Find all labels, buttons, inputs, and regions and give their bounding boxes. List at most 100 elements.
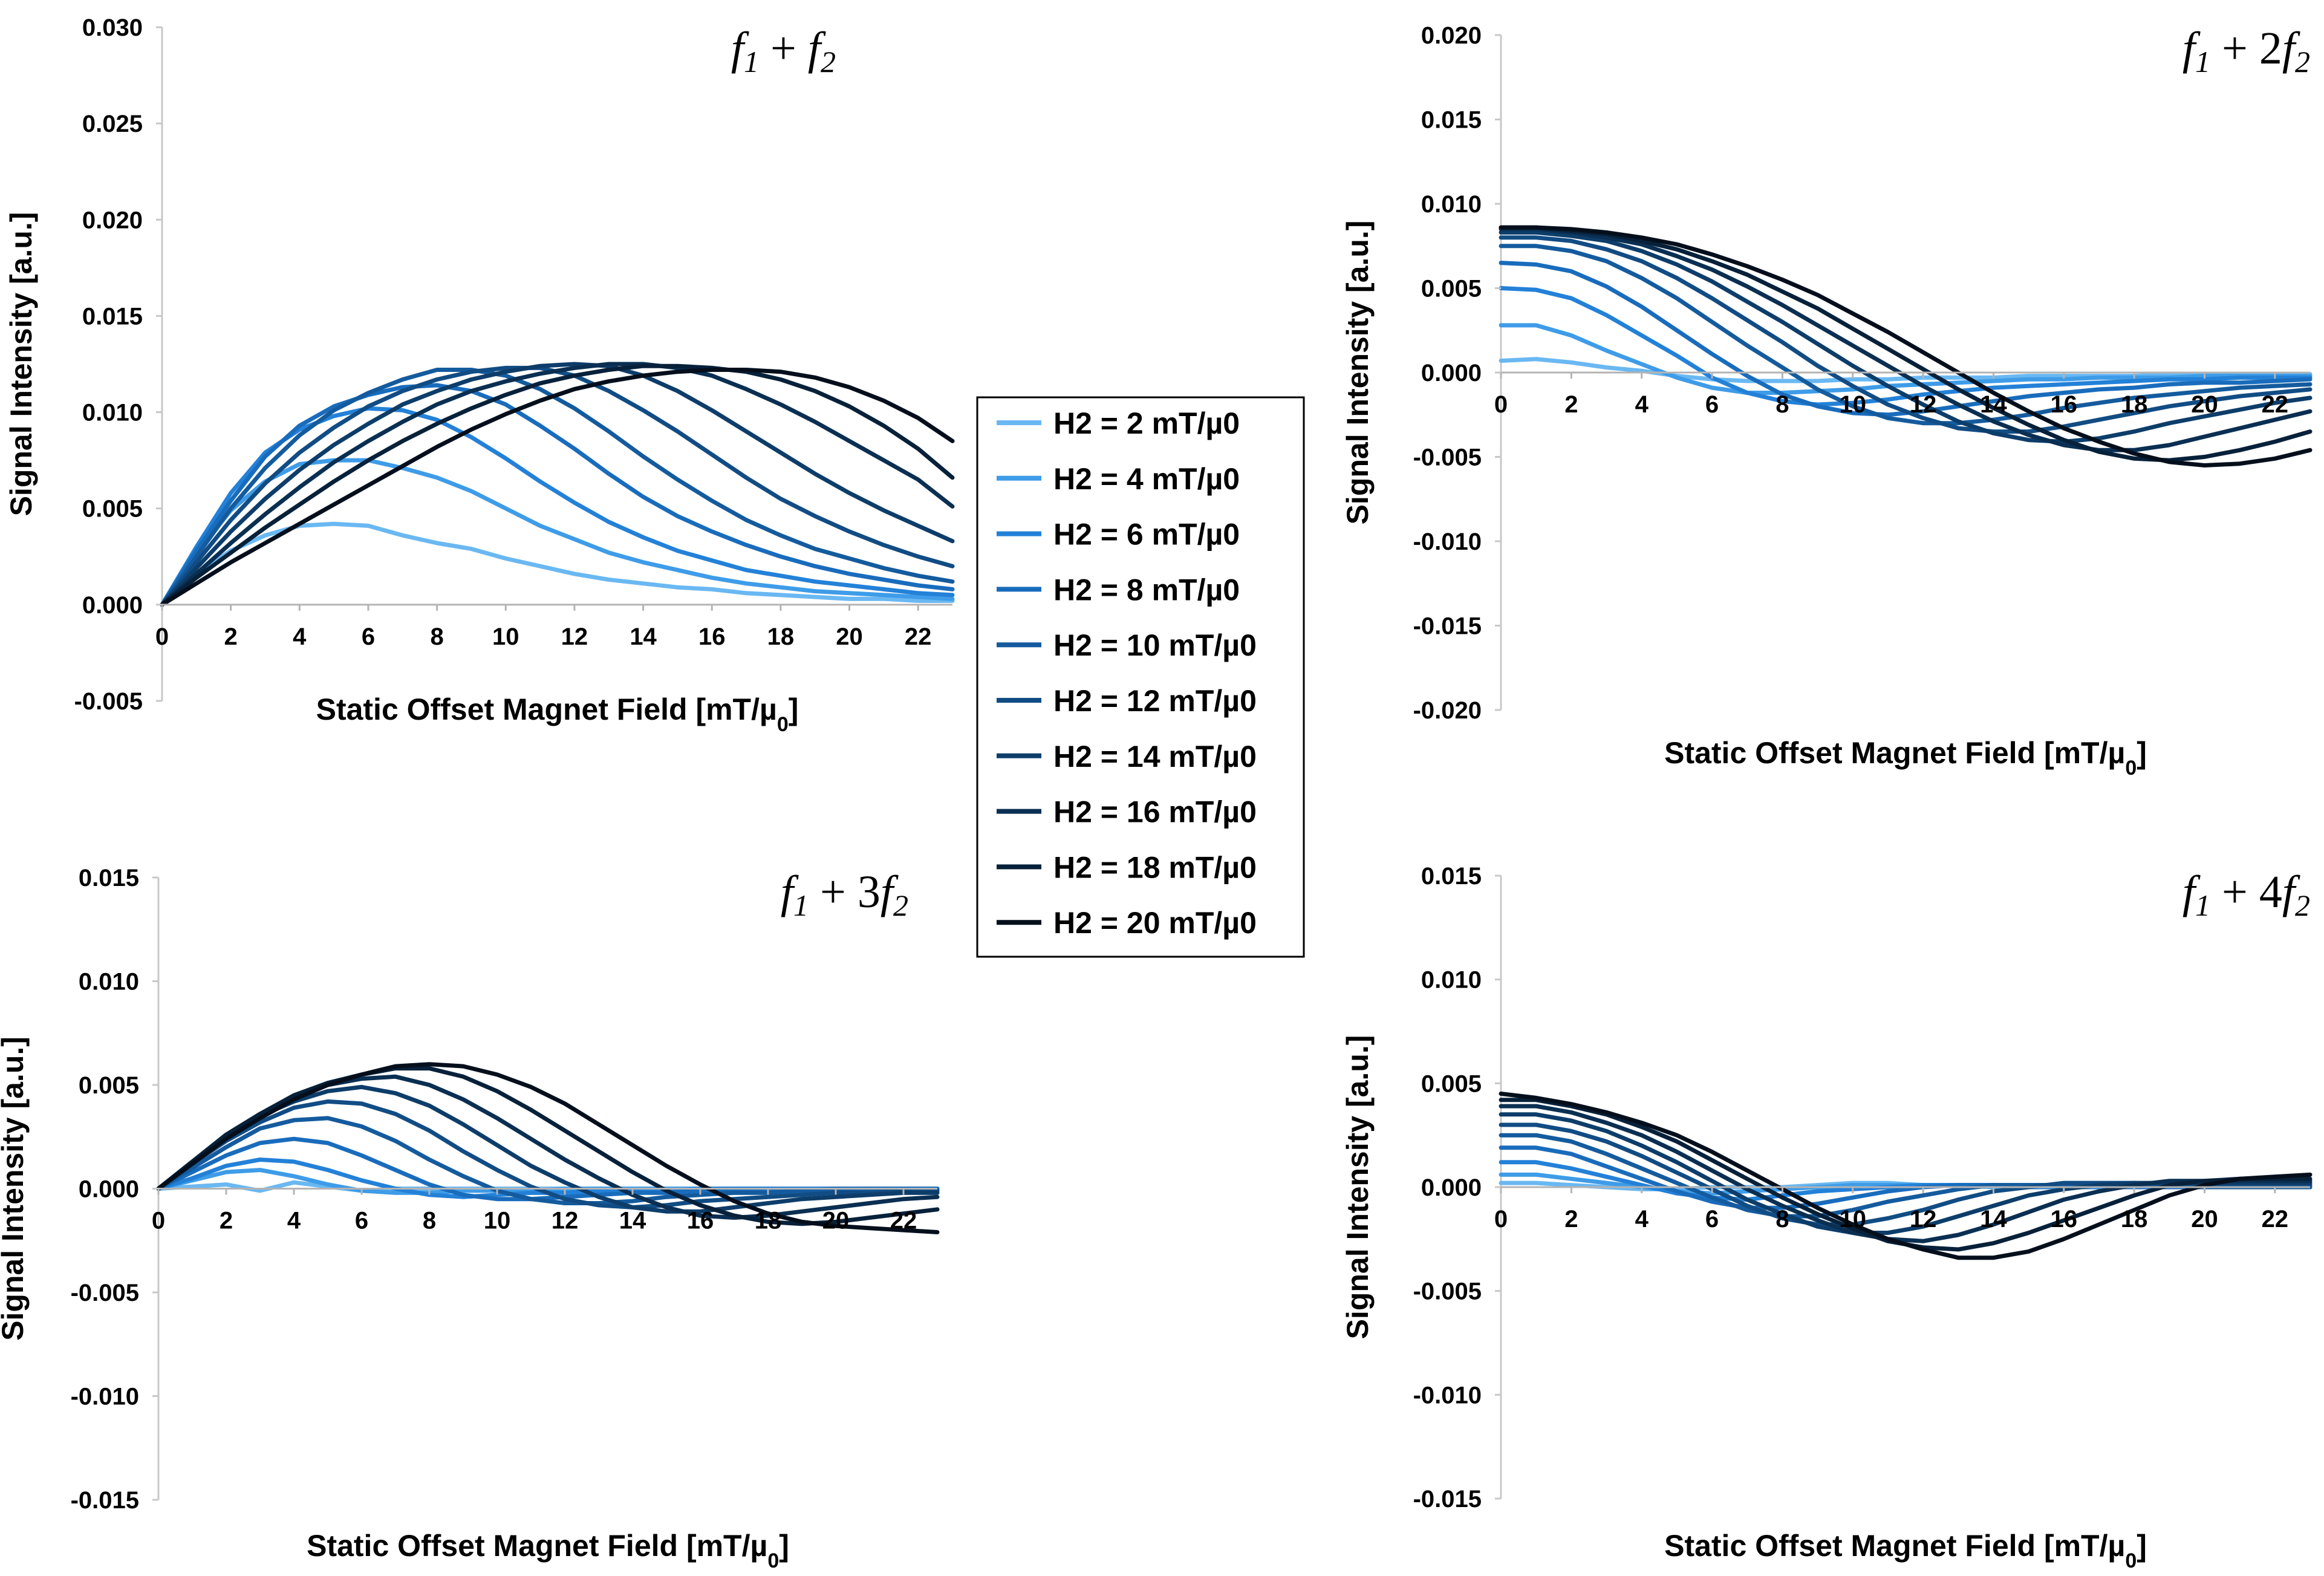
y-tick-label: 0.005 — [79, 1072, 139, 1099]
series-line-10 — [160, 368, 955, 607]
panel-1: -0.005 0.000 0.005 0.010 0.015 0.020 0.025 0.03… — [4, 15, 955, 736]
x-tick-label: 4 — [1635, 391, 1649, 418]
series-line-8 — [1499, 1104, 2313, 1243]
y-axis-label: Signal Intensity [a.u.] — [0, 1037, 30, 1341]
x-tick-label: 8 — [1776, 1206, 1789, 1232]
y-tick-label: -0.005 — [71, 1280, 139, 1306]
y-tick-label: 0.005 — [1421, 276, 1482, 302]
x-tick-label: 10 — [492, 624, 519, 650]
x-tick-label: 2 — [220, 1208, 233, 1234]
chart-panels: -0.005 0.000 0.005 0.010 0.015 0.020 0.025 0.03… — [0, 15, 2313, 1572]
legend: H2 = 2 mT/µ0 H2 = 4 mT/µ0 H2 = 6 mT/µ0 H2 =… — [976, 396, 1305, 958]
x-tick-label: 2 — [224, 624, 238, 650]
x-tick-label: 16 — [2051, 1206, 2078, 1232]
x-tick-label: 18 — [2121, 391, 2148, 418]
x-tick-label: 22 — [2262, 1206, 2289, 1232]
y-tick-label: -0.020 — [1413, 697, 1482, 724]
y-tick-label: 0.020 — [1421, 22, 1482, 49]
legend-box — [976, 396, 1305, 958]
y-tick-label: 0.000 — [1421, 360, 1482, 386]
series-line-9 — [1499, 225, 2313, 463]
legend-label-7: H2 = 14 mT/µ0 — [1053, 740, 1257, 773]
y-tick-label: 0.020 — [82, 207, 143, 233]
x-tick-label: 0 — [152, 1208, 165, 1234]
panel-3: -0.015 -0.010 -0.005 0.000 0.005 0.010 0.015 0 2… — [0, 865, 940, 1572]
series-line-10 — [156, 1062, 940, 1234]
y-tick-label: -0.015 — [71, 1487, 139, 1514]
x-tick-label: 2 — [1564, 391, 1578, 418]
legend-label-10: H2 = 20 mT/µ0 — [1053, 906, 1257, 940]
series-line-7 — [1499, 230, 2313, 444]
y-tick-label: 0.030 — [82, 15, 143, 41]
y-tick-label: 0.025 — [82, 111, 143, 137]
legend-label-6: H2 = 12 mT/µ0 — [1053, 684, 1257, 718]
x-tick-label: 22 — [905, 624, 932, 650]
y-tick-label: 0.005 — [82, 496, 143, 523]
x-tick-label: 20 — [822, 1208, 850, 1234]
legend-items: H2 = 2 mT/µ0 H2 = 4 mT/µ0 H2 = 6 mT/µ0 H2 =… — [997, 406, 1257, 940]
x-tick-label: 10 — [1839, 1206, 1866, 1232]
series-line-7 — [160, 362, 955, 607]
series-line-10 — [1499, 225, 2313, 467]
x-axis-label: Static Offset Magnet Field [mT/µ0] — [1664, 736, 2147, 780]
legend-label-9: H2 = 18 mT/µ0 — [1053, 850, 1257, 884]
legend-label-8: H2 = 16 mT/µ0 — [1053, 795, 1257, 829]
x-tick-label: 20 — [2191, 1206, 2218, 1232]
x-tick-label: 6 — [362, 624, 375, 650]
legend-label-2: H2 = 4 mT/µ0 — [1053, 462, 1240, 496]
x-tick-label: 6 — [1705, 1206, 1719, 1232]
panel-4: -0.015 -0.010 -0.005 0.000 0.005 0.010 0.015 0 2… — [1341, 863, 2313, 1572]
y-tick-label: -0.010 — [1413, 529, 1482, 555]
legend-label-4: H2 = 8 mT/µ0 — [1053, 573, 1240, 607]
y-tick-label: 0.015 — [1421, 107, 1482, 134]
legend-label-3: H2 = 6 mT/µ0 — [1053, 518, 1240, 552]
legend-label-5: H2 = 10 mT/µ0 — [1053, 628, 1257, 662]
x-tick-label: 2 — [1564, 1206, 1578, 1232]
y-tick-label: 0.005 — [1421, 1070, 1482, 1097]
x-tick-label: 4 — [287, 1208, 301, 1234]
x-tick-label: 12 — [561, 624, 588, 650]
y-tick-label: 0.015 — [79, 865, 139, 891]
series-line-8 — [160, 362, 955, 607]
y-tick-label: 0.010 — [1421, 967, 1482, 994]
x-axis-label: Static Offset Magnet Field [mT/µ0] — [316, 692, 799, 736]
panel-title: f1 + f2 — [731, 23, 836, 79]
x-tick-label: 12 — [1910, 1206, 1937, 1232]
y-tick-label: -0.005 — [74, 688, 143, 715]
series-line-1 — [1499, 357, 2313, 383]
y-tick-label: -0.015 — [1413, 1486, 1482, 1513]
y-tick-label: 0.015 — [82, 303, 143, 330]
series-line-5 — [156, 1116, 940, 1205]
series-line-8 — [1499, 227, 2313, 452]
x-tick-label: 8 — [1776, 391, 1789, 418]
x-tick-label: 4 — [1635, 1206, 1649, 1232]
x-tick-label: 8 — [430, 624, 443, 650]
series-line-5 — [1499, 244, 2313, 426]
x-axis-label: Static Offset Magnet Field [mT/µ0] — [1664, 1529, 2147, 1572]
y-tick-label: 0.000 — [1421, 1174, 1482, 1201]
series-line-6 — [156, 1099, 940, 1210]
x-tick-label: 14 — [619, 1208, 646, 1234]
y-axis-label: Signal Intensity [a.u.] — [1341, 221, 1375, 525]
y-tick-label: -0.015 — [1413, 613, 1482, 640]
x-tick-label: 16 — [698, 624, 726, 650]
y-tick-label: -0.010 — [71, 1384, 139, 1410]
x-tick-label: 14 — [630, 624, 657, 650]
series-line-9 — [160, 363, 955, 607]
x-tick-label: 16 — [2051, 391, 2078, 418]
x-tick-label: 8 — [423, 1208, 436, 1234]
series-line-9 — [1499, 1098, 2313, 1252]
x-tick-label: 0 — [1494, 391, 1508, 418]
series-line-10 — [1499, 1092, 2313, 1260]
x-tick-label: 20 — [836, 624, 863, 650]
y-tick-label: 0.015 — [1421, 863, 1482, 890]
x-tick-label: 4 — [293, 624, 307, 650]
panel-title: f1 + 4f2 — [2182, 867, 2310, 922]
y-axis-label: Signal Intensity [a.u.] — [4, 212, 38, 516]
y-tick-label: 0.000 — [79, 1176, 139, 1203]
legend-label-1: H2 = 2 mT/µ0 — [1053, 406, 1240, 440]
y-axis-label: Signal Intensity [a.u.] — [1341, 1035, 1375, 1340]
x-tick-label: 14 — [1980, 1206, 2007, 1232]
x-tick-label: 10 — [484, 1208, 511, 1234]
